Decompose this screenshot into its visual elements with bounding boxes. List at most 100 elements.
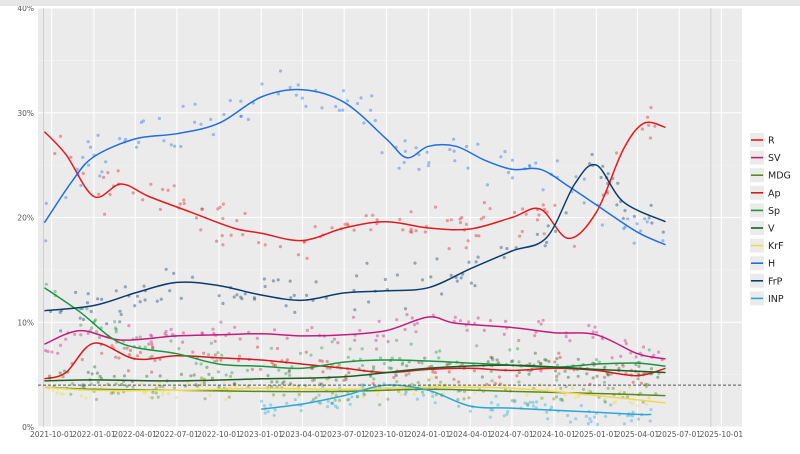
data-point [365, 261, 369, 265]
data-point [435, 383, 439, 387]
data-point [166, 391, 171, 395]
x-tick-label: 2023-04-01 [281, 430, 325, 439]
data-point [490, 379, 494, 383]
data-point [125, 346, 129, 350]
data-point [278, 245, 282, 249]
data-point [179, 372, 183, 376]
data-point [158, 207, 162, 211]
data-point [624, 341, 628, 346]
data-point [449, 273, 453, 277]
data-point [509, 360, 514, 364]
data-point [535, 232, 540, 236]
data-point [285, 358, 289, 362]
data-point [531, 400, 535, 404]
data-point [489, 369, 493, 373]
data-point [189, 374, 193, 378]
data-point [555, 363, 560, 367]
data-point [355, 274, 359, 278]
data-point [280, 381, 285, 385]
data-point [506, 170, 511, 175]
data-point [409, 342, 413, 346]
legend-label: KrF [768, 241, 784, 252]
data-point [397, 390, 401, 394]
data-point [543, 403, 547, 407]
data-point [86, 140, 90, 144]
data-point [353, 308, 357, 312]
data-point [382, 362, 386, 366]
data-point [649, 106, 653, 110]
x-tick-label: 2024-07-01 [490, 430, 534, 439]
data-point [379, 356, 383, 360]
data-point [342, 378, 346, 382]
data-point [617, 366, 621, 370]
legend-label: SV [768, 153, 781, 164]
x-tick-label: 2022-01-01 [72, 430, 116, 439]
data-point [337, 363, 341, 367]
data-point [466, 239, 470, 243]
data-point [453, 315, 457, 319]
data-point [216, 351, 220, 355]
data-point [270, 361, 274, 365]
legend-label: MDG [768, 171, 791, 182]
data-point [271, 279, 275, 283]
data-point [93, 319, 97, 323]
data-point [464, 246, 468, 250]
data-point [417, 153, 421, 157]
data-point [199, 228, 203, 232]
series-line-inp [261, 384, 652, 416]
data-point [631, 380, 635, 384]
series-line-frp [44, 163, 666, 312]
data-point [542, 232, 546, 236]
data-point [417, 360, 421, 364]
data-point [609, 403, 613, 407]
data-point [182, 201, 186, 206]
data-point [399, 393, 403, 397]
data-point [514, 246, 518, 250]
data-point [641, 345, 646, 349]
data-point [545, 240, 549, 245]
data-point [405, 313, 409, 317]
data-point [595, 422, 600, 427]
x-tick-label: 2024-01-01 [407, 430, 451, 439]
data-point [346, 355, 350, 359]
data-point [166, 392, 170, 396]
data-point [434, 375, 438, 380]
x-tick-label: 2024-04-01 [448, 430, 492, 439]
data-point [320, 106, 324, 110]
data-point [510, 359, 515, 363]
data-point [486, 360, 490, 364]
data-point [330, 401, 335, 405]
data-point [430, 364, 434, 368]
data-point [330, 340, 334, 344]
data-point [114, 330, 118, 334]
data-point [293, 398, 297, 402]
data-point [650, 221, 654, 225]
data-point [346, 99, 350, 103]
data-point [510, 399, 514, 403]
data-point [427, 161, 431, 165]
data-point [172, 386, 176, 390]
data-point [516, 347, 520, 351]
data-point [318, 382, 322, 386]
data-point [372, 367, 376, 372]
data-point [343, 222, 347, 226]
data-point [87, 163, 91, 167]
data-point [623, 339, 627, 343]
data-point [179, 296, 183, 300]
data-point [114, 289, 118, 293]
y-tick-label: 20% [17, 214, 34, 223]
data-point [415, 321, 419, 325]
data-point [149, 182, 153, 186]
data-point [636, 417, 641, 421]
data-point [643, 217, 647, 221]
data-point [405, 364, 409, 368]
data-point [452, 137, 456, 141]
data-point [59, 329, 63, 333]
data-point [334, 378, 338, 382]
data-point [403, 392, 407, 396]
data-point [474, 234, 478, 238]
data-point [150, 334, 154, 338]
data-point [164, 329, 168, 334]
data-point [289, 296, 293, 300]
series-line-sp [43, 287, 666, 370]
